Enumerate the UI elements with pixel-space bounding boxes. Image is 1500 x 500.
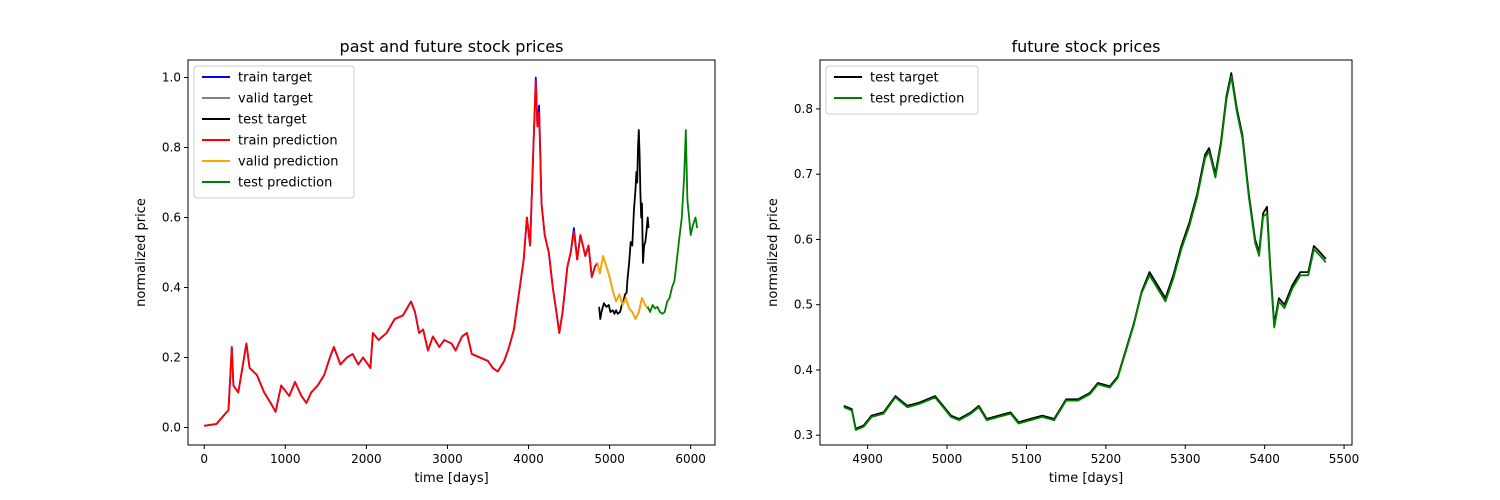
x-tick-label: 3000 bbox=[432, 452, 463, 466]
legend-label: test prediction bbox=[238, 176, 332, 191]
y-tick-label: 0.0 bbox=[162, 421, 181, 435]
legend: train target valid target test target train… bbox=[193, 65, 355, 199]
x-tick-label: 5300 bbox=[1170, 452, 1201, 466]
legend-label: train prediction bbox=[238, 134, 338, 149]
chart-title: future stock prices bbox=[1011, 37, 1160, 56]
x-tick-label: 4900 bbox=[852, 452, 883, 466]
legend: test target test prediction bbox=[825, 65, 979, 115]
y-tick-label: 0.6 bbox=[794, 232, 813, 246]
legend-box bbox=[193, 65, 355, 199]
x-axis-label: time [days] bbox=[414, 471, 488, 486]
x-tick-label: 5200 bbox=[1091, 452, 1122, 466]
axes-frame bbox=[187, 59, 716, 446]
x-tick-label: 2000 bbox=[351, 452, 382, 466]
y-axis-label: normalized price bbox=[134, 198, 149, 307]
legend-label: train target bbox=[238, 71, 312, 86]
series-line-train-prediction bbox=[204, 80, 599, 427]
y-tick-label: 0.8 bbox=[794, 102, 813, 116]
x-tick-label: 5100 bbox=[1011, 452, 1042, 466]
y-axis-label: normalized price bbox=[766, 198, 781, 307]
x-tick-label: 5500 bbox=[1329, 452, 1360, 466]
x-tick-label: 1000 bbox=[270, 452, 301, 466]
chart-panel-1: 0 1000 2000 3000 4000 5000 6000 0.0 0.2 0.4 0.6 0.8… bbox=[134, 37, 716, 486]
series-line-test-target bbox=[598, 129, 650, 320]
legend-label: test target bbox=[238, 113, 307, 128]
x-tick-label: 5000 bbox=[932, 452, 963, 466]
plot-area bbox=[204, 76, 699, 427]
y-tick-label: 0.8 bbox=[162, 141, 181, 155]
y-tick-label: 0.4 bbox=[794, 363, 813, 377]
legend-label: valid prediction bbox=[238, 155, 339, 170]
y-tick-label: 0.4 bbox=[162, 281, 181, 295]
y-tick-label: 1.0 bbox=[162, 71, 181, 85]
y-tick-label: 0.7 bbox=[794, 167, 813, 181]
legend-label: test prediction bbox=[870, 92, 964, 107]
series-line-test-target bbox=[843, 72, 1327, 430]
series-line-test-prediction bbox=[843, 75, 1327, 431]
y-tick-label: 0.5 bbox=[794, 298, 813, 312]
axes-frame bbox=[819, 59, 1353, 446]
plot-area bbox=[843, 72, 1327, 431]
x-tick-label: 4000 bbox=[513, 452, 544, 466]
y-tick-label: 0.2 bbox=[162, 351, 181, 365]
series-line-valid-prediction bbox=[596, 255, 649, 320]
x-axis-label: time [days] bbox=[1049, 471, 1123, 486]
legend-box bbox=[825, 65, 979, 115]
series-line-test-prediction bbox=[646, 129, 699, 315]
y-tick-label: 0.3 bbox=[794, 428, 813, 442]
x-tick-label: 0 bbox=[200, 452, 208, 466]
x-tick-label: 5000 bbox=[594, 452, 625, 466]
x-tick-label: 6000 bbox=[675, 452, 706, 466]
chart-title: past and future stock prices bbox=[340, 37, 564, 56]
legend-label: valid target bbox=[238, 92, 313, 107]
legend-label: test target bbox=[870, 71, 939, 86]
chart-panel-2: 4900 5000 5100 5200 5300 5400 5500 0.3 0.4 0.5 0.6… bbox=[766, 37, 1359, 486]
x-tick-label: 5400 bbox=[1249, 452, 1280, 466]
y-tick-label: 0.6 bbox=[162, 211, 181, 225]
